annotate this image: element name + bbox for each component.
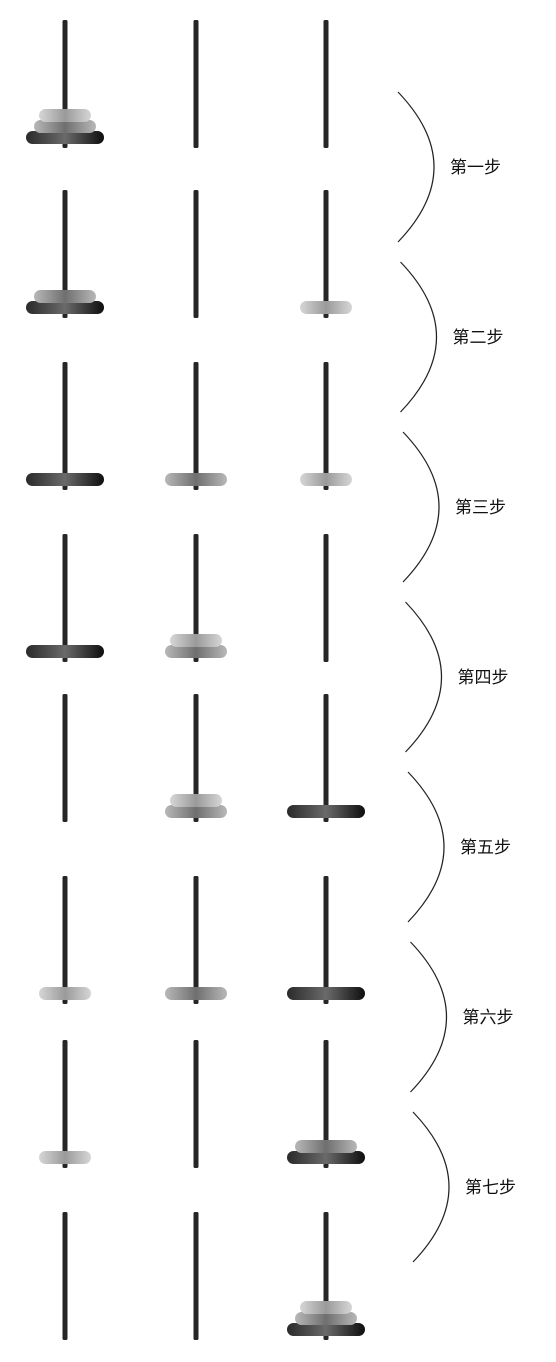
- disk-small: [170, 794, 222, 807]
- disk-large: [287, 1323, 365, 1336]
- disk-large: [26, 473, 104, 486]
- disk-small: [39, 987, 91, 1000]
- disk-medium: [295, 1312, 357, 1325]
- state-row-1: [26, 20, 329, 148]
- state-row-8: [62, 1212, 365, 1340]
- state-row-6: [39, 876, 365, 1004]
- step-bracket: [402, 431, 440, 583]
- disk-medium: [165, 473, 227, 486]
- step-bracket: [410, 941, 448, 1093]
- peg-rod-b: [193, 694, 199, 822]
- peg-rod-a: [62, 534, 68, 662]
- disk-large: [287, 805, 365, 818]
- peg-rod-a: [62, 876, 68, 1004]
- step-bracket: [397, 91, 435, 243]
- disk-medium: [295, 1140, 357, 1153]
- state-row-4: [26, 534, 329, 662]
- peg-rod-c: [323, 362, 329, 490]
- step-label: 第六步: [463, 1008, 514, 1028]
- peg-rod-a: [62, 190, 68, 318]
- peg-rod-a: [62, 362, 68, 490]
- state-row-5: [62, 694, 365, 822]
- disk-medium: [34, 120, 96, 133]
- step-bracket: [412, 1111, 450, 1263]
- peg-rod-a: [62, 1040, 68, 1168]
- step-label: 第一步: [450, 158, 501, 178]
- peg-rod-c: [323, 1040, 329, 1168]
- disk-medium: [34, 290, 96, 303]
- peg-rod-a: [62, 694, 68, 822]
- disk-medium: [165, 645, 227, 658]
- disk-large: [287, 1151, 365, 1164]
- peg-rod-c: [323, 876, 329, 1004]
- disk-large: [287, 987, 365, 1000]
- step-label: 第二步: [453, 328, 504, 348]
- disk-medium: [165, 987, 227, 1000]
- disk-small: [170, 634, 222, 647]
- step-label: 第三步: [455, 498, 506, 518]
- peg-rod-b: [193, 190, 199, 318]
- peg-rod-b: [193, 1212, 199, 1340]
- disk-large: [26, 301, 104, 314]
- peg-rod-a: [62, 1212, 68, 1340]
- peg-rod-c: [323, 190, 329, 318]
- step-label: 第四步: [458, 668, 509, 688]
- step-bracket: [405, 601, 443, 753]
- peg-rod-c: [323, 694, 329, 822]
- step-label: 第七步: [465, 1178, 516, 1198]
- disk-large: [26, 645, 104, 658]
- peg-rod-c: [323, 534, 329, 662]
- peg-rod-b: [193, 20, 199, 148]
- disk-small: [39, 1151, 91, 1164]
- disk-small: [300, 1301, 352, 1314]
- state-row-3: [26, 362, 352, 490]
- step-bracket: [407, 771, 445, 923]
- state-row-2: [26, 190, 352, 318]
- step-label: 第五步: [460, 838, 511, 858]
- disk-small: [39, 109, 91, 122]
- state-row-7: [39, 1040, 365, 1168]
- disk-large: [26, 131, 104, 144]
- peg-rod-c: [323, 20, 329, 148]
- peg-rod-b: [193, 1040, 199, 1168]
- disk-small: [300, 473, 352, 486]
- peg-rod-b: [193, 362, 199, 490]
- peg-rod-b: [193, 534, 199, 662]
- step-bracket: [400, 261, 438, 413]
- peg-rod-b: [193, 876, 199, 1004]
- disk-medium: [165, 805, 227, 818]
- disk-small: [300, 301, 352, 314]
